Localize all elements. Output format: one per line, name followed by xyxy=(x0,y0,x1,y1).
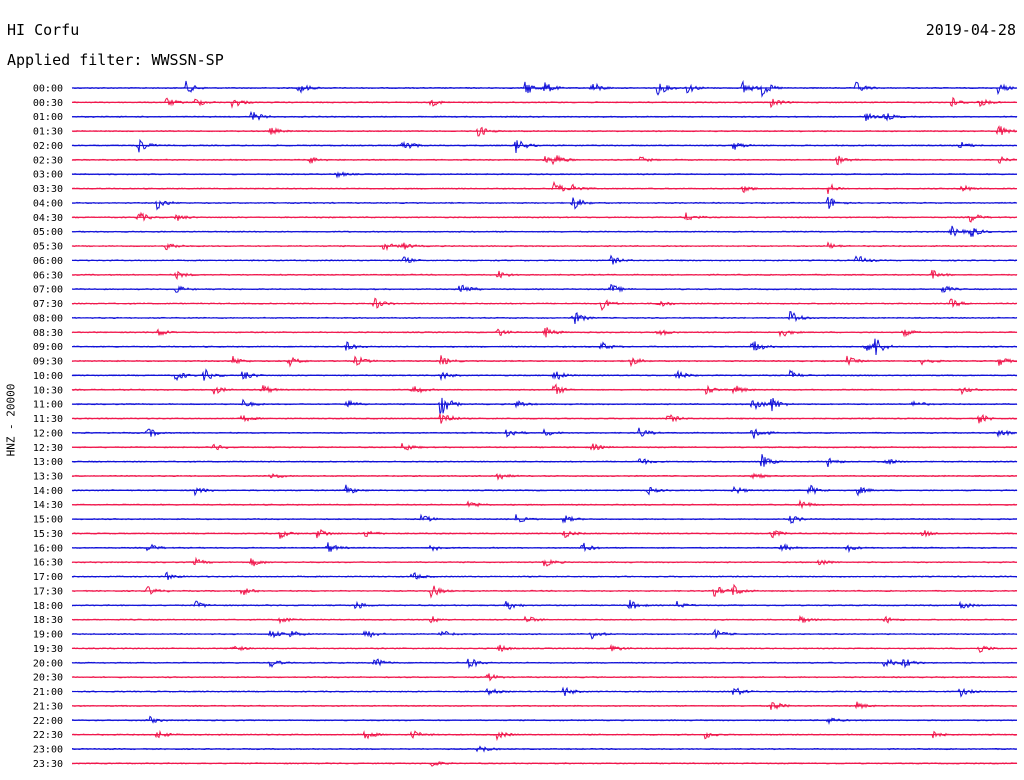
time-label: 03:00 xyxy=(33,170,63,181)
trace-2230 xyxy=(72,729,1018,742)
time-label: 18:30 xyxy=(33,615,63,626)
trace-1600 xyxy=(71,542,1018,554)
time-label: 05:00 xyxy=(33,227,63,238)
time-label: 07:30 xyxy=(33,299,63,310)
time-label: 19:00 xyxy=(33,630,63,641)
time-label: 22:30 xyxy=(33,730,63,741)
filter-label: Applied filter: WWSSN-SP xyxy=(7,51,224,69)
time-label: 01:30 xyxy=(33,127,63,138)
time-label: 22:00 xyxy=(33,716,63,727)
time-label: 12:00 xyxy=(33,428,63,439)
time-label: 14:30 xyxy=(33,500,63,511)
time-label: 13:30 xyxy=(33,471,63,482)
time-label: 07:00 xyxy=(33,285,63,296)
time-label: 08:00 xyxy=(33,313,63,324)
time-label: 04:30 xyxy=(33,213,63,224)
time-label: 06:00 xyxy=(33,256,63,267)
trace-1230 xyxy=(71,443,1018,451)
time-label: 11:30 xyxy=(33,414,63,425)
time-label: 03:30 xyxy=(33,184,63,195)
time-label: 15:00 xyxy=(33,515,63,526)
time-label: 10:30 xyxy=(33,385,63,396)
time-label: 17:00 xyxy=(33,572,63,583)
time-label: 04:00 xyxy=(33,198,63,209)
trace-1100 xyxy=(71,397,1018,416)
time-label: 20:00 xyxy=(33,658,63,669)
time-label: 23:30 xyxy=(33,759,63,770)
time-label: 09:30 xyxy=(33,357,63,368)
time-label: 21:30 xyxy=(33,701,63,712)
time-label: 19:30 xyxy=(33,644,63,655)
time-label: 13:00 xyxy=(33,457,63,468)
trace-2330 xyxy=(72,761,1018,767)
time-label: 05:30 xyxy=(33,242,63,253)
time-label: 16:00 xyxy=(33,543,63,554)
time-label: 00:00 xyxy=(33,84,63,95)
trace-2100 xyxy=(72,686,1018,698)
trace-group xyxy=(71,79,1018,767)
time-label: 11:00 xyxy=(33,400,63,411)
station-title: HI Corfu xyxy=(7,21,80,39)
trace-1530 xyxy=(71,528,1018,539)
time-label: 16:30 xyxy=(33,558,63,569)
time-label: 15:30 xyxy=(33,529,63,540)
time-label: 01:00 xyxy=(33,112,63,123)
time-label: 10:00 xyxy=(33,371,63,382)
time-label: 20:30 xyxy=(33,673,63,684)
time-label: 14:00 xyxy=(33,486,63,497)
time-label: 09:00 xyxy=(33,342,63,353)
trace-0700 xyxy=(71,283,1018,294)
time-label: 06:30 xyxy=(33,270,63,281)
time-label: 00:30 xyxy=(33,98,63,109)
trace-1800 xyxy=(72,599,1018,610)
time-label-group: 00:00 00:30 01:00 01:30 02:00 02:30 03:00 03:30… xyxy=(33,84,63,770)
time-label: 02:30 xyxy=(33,155,63,166)
trace-1300 xyxy=(71,454,1018,468)
time-label: 21:00 xyxy=(33,687,63,698)
time-label: 02:00 xyxy=(33,141,63,152)
time-label: 23:00 xyxy=(33,745,63,756)
time-label: 17:30 xyxy=(33,586,63,597)
time-label: 12:30 xyxy=(33,443,63,454)
time-label: 18:00 xyxy=(33,601,63,612)
time-label: 08:30 xyxy=(33,328,63,339)
date-label: 2019-04-28 xyxy=(925,21,1016,39)
trace-0200 xyxy=(71,138,1018,154)
